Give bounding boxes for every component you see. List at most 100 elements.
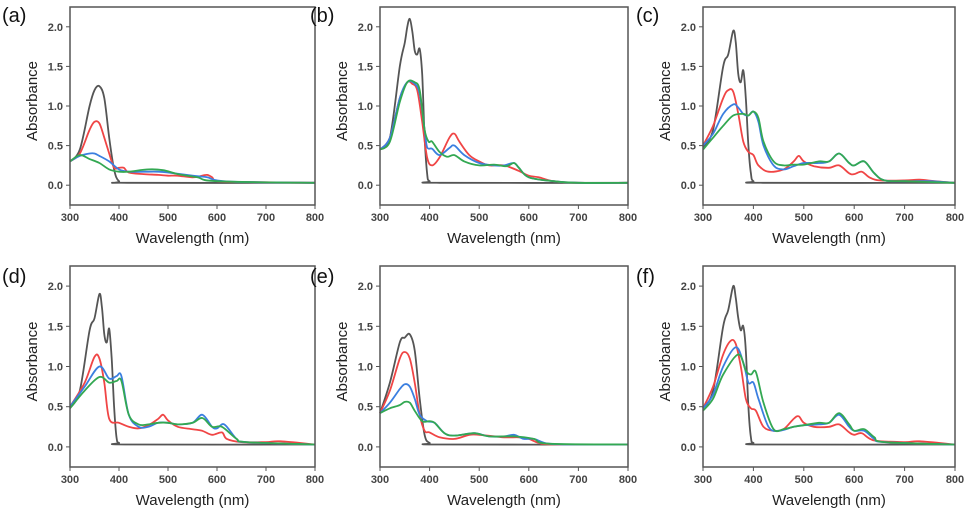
x-tick-label: 500 (470, 474, 488, 486)
y-tick-label: 0.0 (358, 442, 373, 454)
y-tick-label: 0.5 (48, 402, 63, 414)
x-tick-label: 800 (619, 474, 637, 486)
y-tick-label: 2.0 (358, 22, 373, 34)
panel-label: (a) (2, 5, 26, 27)
x-tick-label: 800 (946, 474, 964, 486)
series-line-blue (379, 80, 629, 184)
y-axis-title: Absorbance (24, 321, 41, 401)
panel-label: (e) (310, 266, 334, 288)
y-tick-label: 1.5 (358, 61, 373, 73)
y-tick-label: 1.0 (358, 362, 373, 374)
series-line-black (379, 332, 629, 446)
panel-d: (d) 300 400 500 600 700 800 0.0 0.5 1.0 1.5 2.0 Wave… (2, 265, 324, 509)
y-tick-label: 2.0 (681, 22, 696, 34)
panel-label: (d) (2, 266, 26, 288)
y-tick-label: 1.0 (48, 101, 63, 113)
x-tick-label: 400 (110, 212, 128, 224)
y-tick-label: 0.5 (48, 141, 63, 153)
x-tick-label: 300 (371, 474, 389, 486)
x-tick-label: 300 (61, 474, 79, 486)
series-line-green (69, 154, 316, 184)
series-line-blue (702, 103, 956, 184)
x-axis-title: Wavelength (nm) (772, 492, 886, 509)
x-axis-title: Wavelength (nm) (136, 492, 250, 509)
x-tick-label: 400 (744, 212, 762, 224)
series-line-green (702, 353, 956, 446)
y-tick-label: 1.5 (48, 61, 63, 73)
y-axis-title: Absorbance (657, 61, 674, 141)
x-tick-label: 500 (159, 212, 177, 224)
x-tick-label: 700 (569, 474, 587, 486)
y-tick-label: 0.5 (358, 141, 373, 153)
y-tick-label: 0.0 (48, 180, 63, 192)
y-tick-label: 0.0 (358, 180, 373, 192)
y-tick-label: 1.0 (48, 362, 63, 374)
y-axis-title: Absorbance (657, 321, 674, 401)
x-tick-label: 500 (470, 212, 488, 224)
y-tick-label: 0.5 (681, 141, 696, 153)
y-tick-label: 1.0 (681, 101, 696, 113)
series-line-blue (69, 152, 316, 184)
x-tick-label: 400 (744, 474, 762, 486)
x-tick-label: 700 (895, 212, 913, 224)
y-tick-label: 1.5 (358, 321, 373, 333)
y-tick-label: 2.0 (681, 281, 696, 293)
series-line-green (379, 400, 629, 446)
y-tick-label: 1.5 (681, 321, 696, 333)
series-line-red (69, 353, 316, 446)
y-tick-label: 2.0 (358, 281, 373, 293)
y-tick-label: 1.5 (681, 61, 696, 73)
series-line-black (69, 84, 316, 184)
y-tick-label: 1.0 (681, 362, 696, 374)
x-tick-label: 600 (208, 212, 226, 224)
x-tick-label: 600 (845, 474, 863, 486)
series-line-green (379, 79, 629, 184)
x-axis-title: Wavelength (nm) (136, 230, 250, 247)
panel-f: (f) 300 400 500 600 700 800 0.0 0.5 1.0 1.5 2.0 Wave… (636, 265, 964, 509)
x-tick-label: 600 (520, 212, 538, 224)
y-tick-label: 0.0 (681, 442, 696, 454)
x-axis-title: Wavelength (nm) (447, 230, 561, 247)
panel-a: (a) 300 400 500 600 700 800 0.0 0.5 1.0 1.5 2.0 Wave… (2, 5, 324, 247)
series-line-red (69, 120, 316, 184)
x-tick-label: 700 (895, 474, 913, 486)
panel-label: (c) (636, 5, 659, 27)
plot-frame (379, 6, 629, 206)
x-tick-label: 600 (845, 212, 863, 224)
y-tick-label: 2.0 (48, 281, 63, 293)
x-tick-label: 700 (569, 212, 587, 224)
x-tick-label: 800 (306, 212, 324, 224)
series-line-green (69, 375, 316, 446)
x-tick-label: 600 (208, 474, 226, 486)
x-tick-label: 700 (257, 212, 275, 224)
series-line-black (702, 284, 956, 446)
series-line-red (702, 88, 956, 184)
x-tick-label: 300 (694, 474, 712, 486)
x-tick-label: 800 (619, 212, 637, 224)
x-tick-label: 800 (306, 474, 324, 486)
x-axis-title: Wavelength (nm) (447, 492, 561, 509)
y-tick-label: 0.5 (358, 402, 373, 414)
plot-frame (702, 6, 956, 206)
x-tick-label: 500 (795, 212, 813, 224)
plot-frame (69, 265, 316, 468)
series-line-red (702, 338, 956, 446)
x-tick-label: 300 (61, 212, 79, 224)
y-tick-label: 0.0 (48, 442, 63, 454)
y-tick-label: 0.5 (681, 402, 696, 414)
series-line-red (379, 80, 629, 184)
x-tick-label: 400 (110, 474, 128, 486)
panel-e: (e) 300 400 500 600 700 800 0.0 0.5 1.0 1.5 2.0 Wave… (310, 265, 637, 509)
x-tick-label: 300 (371, 212, 389, 224)
x-tick-label: 500 (795, 474, 813, 486)
panel-label: (b) (310, 5, 334, 27)
x-tick-label: 400 (420, 474, 438, 486)
x-tick-label: 600 (520, 474, 538, 486)
x-tick-label: 800 (946, 212, 964, 224)
series-line-green (702, 110, 956, 184)
series-line-black (69, 292, 316, 446)
y-tick-label: 2.0 (48, 22, 63, 34)
x-tick-label: 700 (257, 474, 275, 486)
y-tick-label: 1.0 (358, 101, 373, 113)
